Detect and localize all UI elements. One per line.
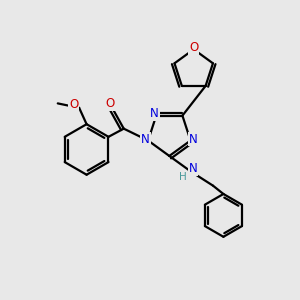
Text: N: N xyxy=(150,107,159,120)
Text: H: H xyxy=(178,172,186,182)
Text: N: N xyxy=(141,133,150,146)
Text: N: N xyxy=(189,133,198,146)
Text: N: N xyxy=(189,162,197,175)
Text: O: O xyxy=(189,41,198,54)
Text: O: O xyxy=(69,98,78,111)
Text: O: O xyxy=(106,97,115,110)
